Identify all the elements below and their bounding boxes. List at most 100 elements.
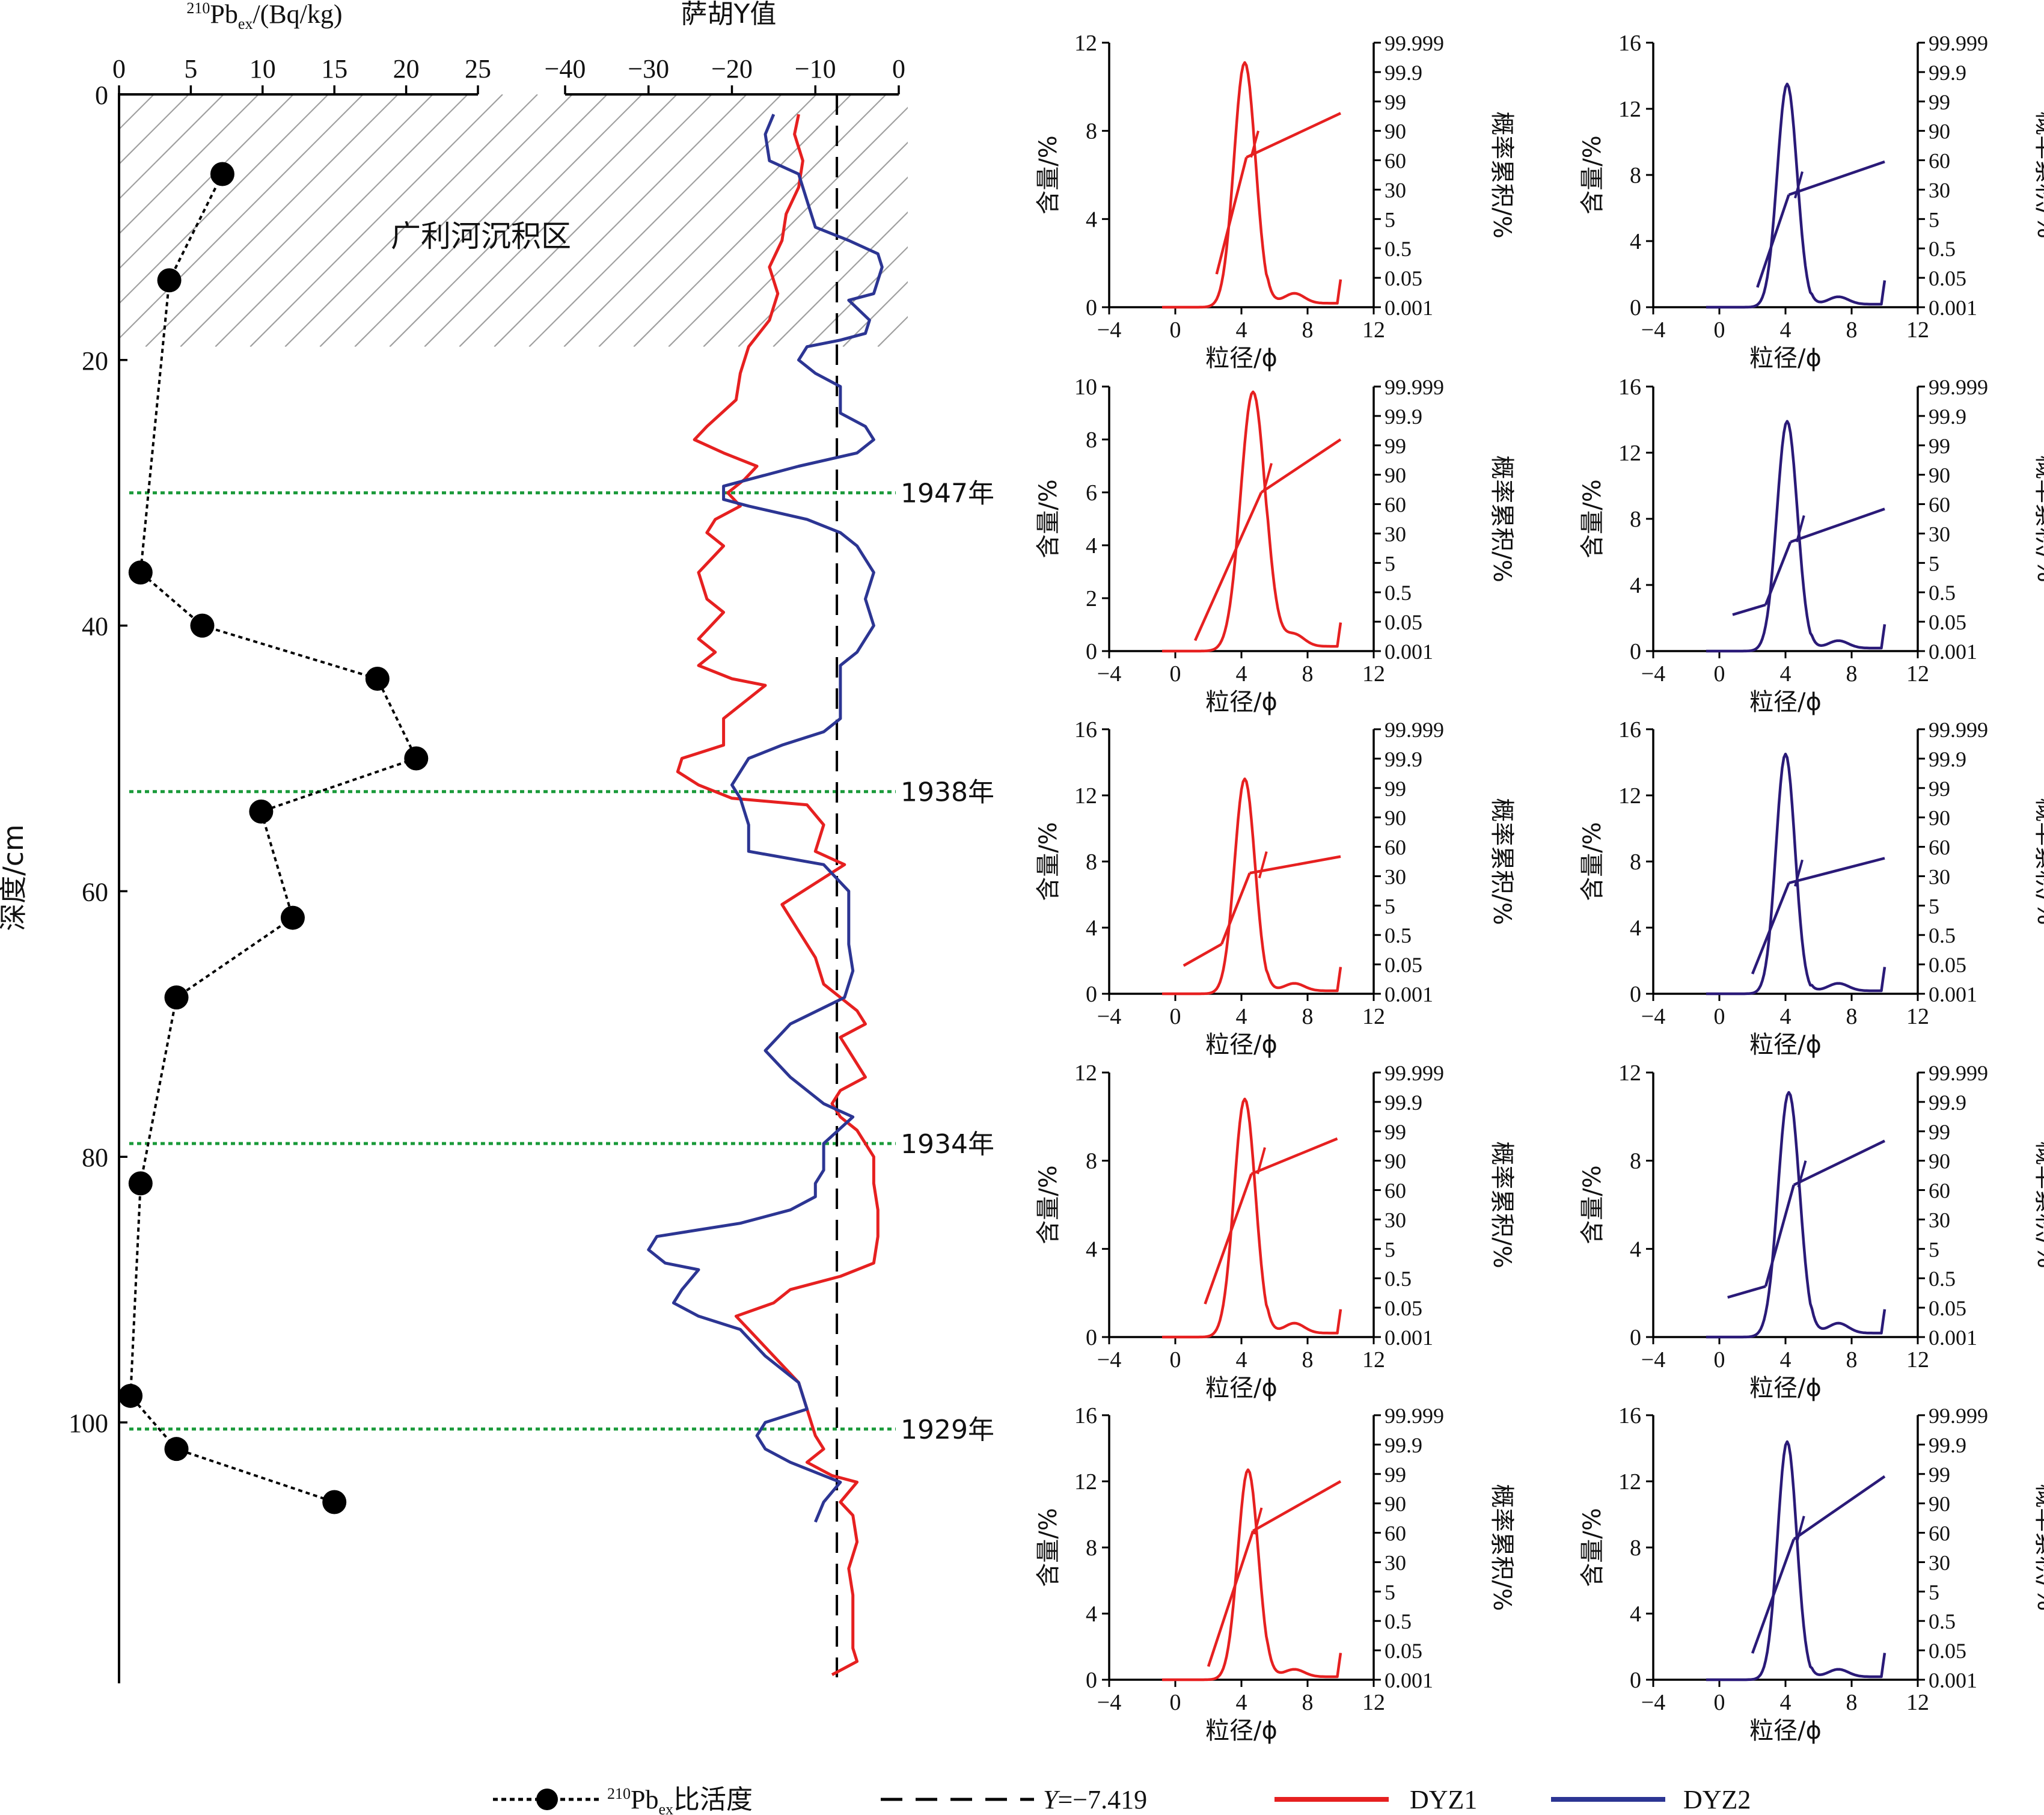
gs-prob-tick-label-5-6: 90 [1929, 806, 1950, 830]
gs-y-tick-label-4-0: 0 [1086, 982, 1097, 1007]
gs-prob-segment-2-1 [1260, 438, 1342, 494]
gs-y-tick-label-2-2: 4 [1086, 533, 1097, 559]
gs-prob-tick-label-5-1: 0.05 [1929, 953, 1966, 977]
gs-y-tick-label-2-5: 10 [1074, 375, 1097, 400]
gs-prob-tick-label-0-7: 99 [1385, 90, 1406, 114]
gs-x-tick-label-9-0: −4 [1641, 1690, 1665, 1715]
gs-frequency-curve-4 [1162, 777, 1342, 996]
gs-y-tick-label-4-4: 16 [1074, 717, 1097, 742]
legend-pb210-sup: 210 [607, 1785, 631, 1802]
gs-prob-tick-label-6-7: 99 [1385, 1120, 1406, 1144]
grain-size-panels: −4 0 4 8 12048120.0010.050.553060909999.999.… [1035, 31, 2044, 1745]
gs-prob-tick-label-1-8: 99.9 [1929, 61, 1966, 85]
gs-frequency-curve-1 [1706, 82, 1886, 309]
gs-y-tick-label-0-3: 12 [1074, 31, 1097, 56]
gs-frequency-curve-5 [1706, 752, 1886, 996]
gs-x-tick-label-0-3: 8 [1302, 317, 1314, 343]
gs-ylabel-right-0: 概率累积/% [1488, 111, 1516, 238]
gs-prob-tick-label-4-2: 0.5 [1385, 923, 1412, 947]
gs-ylabel-right-1: 概率累积/% [2032, 111, 2044, 238]
gs-xlabel-7: 粒径/ϕ [1749, 1374, 1822, 1402]
depth-profile-panel: 1947年 1938年 1934年 1929年 0 20 40 60 80 100 0 5 10 15… [0, 0, 994, 1683]
grain-size-panel-2: −4 0 4 8 1202468100.0010.050.553060909999.99… [1035, 375, 1516, 716]
gs-x-tick-label-0-2: 4 [1236, 317, 1247, 343]
legend: 210Pbex比活度 Y=−7.419 DYZ1 DYZ2 [493, 1784, 1751, 1815]
gs-prob-tick-label-4-7: 99 [1385, 777, 1406, 801]
gs-prob-tick-label-2-2: 0.5 [1385, 581, 1412, 605]
gs-y-tick-label-1-0: 0 [1630, 295, 1641, 320]
hatch-stroke [842, 281, 908, 347]
pb210-tick-label-3: 15 [321, 54, 347, 84]
gs-frequency-curve-3 [1706, 420, 1886, 653]
gs-prob-segment-1-0 [1756, 194, 1790, 288]
gs-prob-tick-label-4-9: 99.999 [1385, 718, 1444, 742]
hatch-stroke [494, 94, 747, 347]
gs-prob-segment-1-1 [1788, 160, 1885, 197]
gs-prob-tick-label-9-7: 99 [1929, 1463, 1950, 1487]
gs-prob-segment-7-1 [1764, 1184, 1795, 1287]
gs-prob-tick-label-9-1: 0.05 [1929, 1639, 1966, 1663]
legend-threshold-label: Y=−7.419 [1043, 1785, 1147, 1814]
sahu-tick-label-1: −30 [628, 54, 669, 84]
grain-size-panel-4: −4 0 4 8 1204812160.0010.050.553060909999.99… [1035, 717, 1516, 1059]
gs-ylabel-right-7: 概率累积/% [2032, 1141, 2044, 1268]
gs-prob-segment-8-1 [1252, 1480, 1342, 1532]
pb210-point-4 [365, 666, 390, 691]
sahu-tick-label-2: −20 [711, 54, 753, 84]
gs-prob-tick-label-5-3: 5 [1929, 894, 1939, 918]
gs-prob-tick-label-8-0: 0.001 [1385, 1668, 1433, 1692]
gs-y-tick-label-9-1: 4 [1630, 1602, 1641, 1627]
hatch-stroke [633, 94, 887, 347]
hatch-stroke [180, 94, 433, 347]
gs-ylabel-left-6: 含量/% [1035, 1165, 1062, 1244]
gs-prob-segment-4-1 [1220, 872, 1251, 945]
gs-prob-tick-label-2-7: 99 [1385, 434, 1406, 458]
gs-prob-tick-label-0-8: 99.9 [1385, 61, 1422, 85]
gs-prob-tick-label-2-9: 99.999 [1385, 375, 1444, 399]
gs-y-tick-label-2-3: 6 [1086, 480, 1097, 506]
gs-x-tick-label-3-3: 8 [1846, 661, 1858, 687]
gs-ylabel-right-6: 概率累积/% [1488, 1141, 1516, 1268]
pb210-point-7 [280, 905, 305, 930]
gs-xlabel-8: 粒径/ϕ [1205, 1717, 1278, 1745]
gs-x-tick-label-1-0: −4 [1641, 317, 1665, 343]
hatch-stroke [668, 106, 908, 347]
gs-prob-tick-label-8-7: 99 [1385, 1463, 1406, 1487]
gs-prob-segment-3-1 [1764, 541, 1792, 605]
gs-y-tick-label-7-1: 4 [1630, 1237, 1641, 1262]
legend-threshold-italic: Y [1043, 1785, 1060, 1814]
gs-prob-segment-7-0 [1727, 1285, 1766, 1299]
gs-ylabel-left-9: 含量/% [1579, 1508, 1606, 1587]
gs-prob-tick-label-7-2: 0.5 [1929, 1267, 1956, 1291]
gs-prob-tick-label-6-0: 0.001 [1385, 1326, 1433, 1350]
gs-prob-break-8 [1253, 1507, 1263, 1535]
grain-size-panel-5: −4 0 4 8 1204812160.0010.050.553060909999.99… [1579, 717, 2044, 1059]
sahu-series [647, 94, 884, 1677]
gs-prob-tick-label-1-0: 0.001 [1929, 296, 1977, 320]
gs-prob-tick-label-8-2: 0.5 [1385, 1609, 1412, 1633]
gs-prob-tick-label-2-0: 0.001 [1385, 640, 1433, 664]
gs-prob-tick-label-1-7: 99 [1929, 90, 1950, 114]
gs-prob-tick-label-1-2: 0.5 [1929, 237, 1956, 261]
pb210-tick-label-2: 10 [249, 54, 276, 84]
gs-prob-tick-label-6-1: 0.05 [1385, 1296, 1422, 1320]
depth-axis-title: 深度/cm [0, 824, 29, 931]
gs-prob-tick-label-8-1: 0.05 [1385, 1639, 1422, 1663]
pb210-axis-title-unit: /(Bq/kg) [252, 0, 342, 29]
gs-x-tick-label-0-0: −4 [1097, 317, 1121, 343]
gs-prob-tick-label-7-3: 5 [1929, 1237, 1939, 1261]
gs-prob-tick-label-4-3: 5 [1385, 894, 1395, 918]
gs-x-tick-label-1-4: 12 [1906, 317, 1929, 343]
sahu-axis-title: 萨胡Y值 [681, 0, 777, 29]
year-marker-lines: 1947年 1938年 1934年 1929年 [129, 479, 994, 1445]
gs-prob-tick-label-9-6: 90 [1929, 1492, 1950, 1516]
sahu-tick-label-4: 0 [892, 54, 905, 84]
gs-y-tick-label-3-0: 0 [1630, 639, 1641, 664]
pb210-point-2 [128, 560, 153, 585]
grain-size-panel-8: −4 0 4 8 1204812160.0010.050.553060909999.99… [1035, 1403, 1516, 1745]
gs-prob-tick-label-8-9: 99.999 [1385, 1404, 1444, 1428]
gs-prob-tick-label-1-9: 99.999 [1929, 31, 1988, 55]
gs-prob-tick-label-3-0: 0.001 [1929, 640, 1977, 664]
sahu-tick-label-0: −40 [545, 54, 586, 84]
gs-x-tick-label-6-3: 8 [1302, 1347, 1314, 1373]
